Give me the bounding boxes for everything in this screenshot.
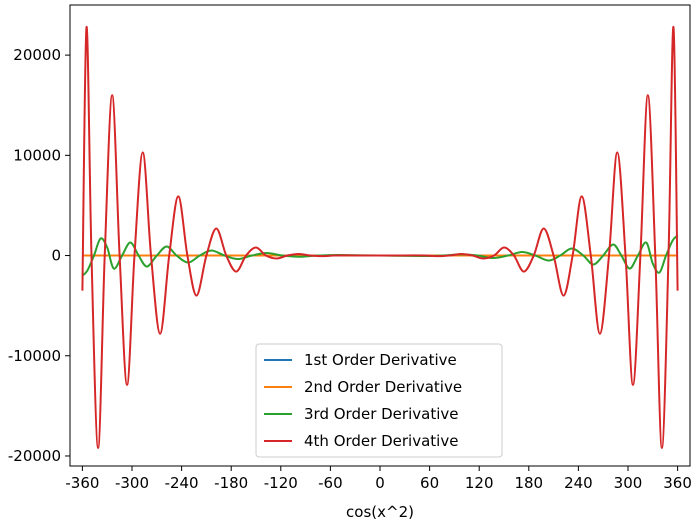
x-tick-label: -360 — [65, 474, 99, 492]
x-tick-label: -60 — [318, 474, 343, 492]
x-tick-label: -300 — [115, 474, 149, 492]
series-line-4 — [81, 26, 679, 449]
y-tick-label: 0 — [51, 247, 61, 265]
y-axis-ticks: -20000 -10000 0 10000 20000 — [8, 46, 70, 465]
y-tick-label: -20000 — [8, 447, 61, 465]
y-tick-label: 20000 — [13, 46, 61, 64]
legend-label: 3rd Order Derivative — [304, 405, 458, 423]
x-tick-label: 240 — [564, 474, 593, 492]
x-tick-label: 120 — [465, 474, 494, 492]
x-tick-label: 360 — [663, 474, 692, 492]
legend: 1st Order Derivative 2nd Order Derivative… — [255, 343, 503, 458]
legend-box — [255, 343, 503, 458]
x-axis-ticks: -360 -300 -240 -180 -120 -60 0 60 120 180 240 300 36… — [65, 466, 692, 492]
x-tick-label: -120 — [264, 474, 298, 492]
x-tick-label: 300 — [614, 474, 643, 492]
x-axis-label: cos(x^2) — [346, 503, 414, 521]
legend-label: 4th Order Derivative — [304, 432, 458, 450]
x-tick-label: -240 — [165, 474, 199, 492]
legend-label: 2nd Order Derivative — [304, 378, 462, 396]
x-tick-label: -180 — [214, 474, 248, 492]
x-tick-label: 180 — [514, 474, 543, 492]
legend-label: 1st Order Derivative — [304, 351, 457, 369]
x-tick-label: 0 — [375, 474, 385, 492]
y-tick-label: 10000 — [13, 146, 61, 164]
y-tick-label: -10000 — [8, 347, 61, 365]
x-tick-label: 60 — [420, 474, 439, 492]
series-layer — [81, 26, 679, 449]
